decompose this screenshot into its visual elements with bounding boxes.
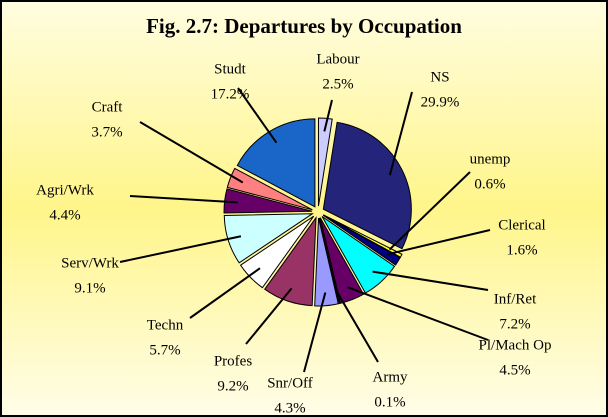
slice-value-label: 4.4% <box>49 207 80 223</box>
pie-slice <box>314 217 339 307</box>
slice-label: Techn <box>147 317 184 333</box>
pie-slice <box>317 117 333 207</box>
slice-label: Profes <box>214 353 252 369</box>
slice-label: NS <box>430 69 449 85</box>
leader-line <box>323 99 333 132</box>
slice-value-label: 5.7% <box>149 342 180 358</box>
slice-value-label: 4.5% <box>499 362 530 378</box>
leader-line <box>119 235 242 263</box>
slice-label: Inf/Ret <box>494 291 537 307</box>
slice-label: Snr/Off <box>267 375 313 391</box>
slice-label: Labour <box>316 51 359 67</box>
slice-label: Craft <box>92 99 124 115</box>
slice-value-label: 2.5% <box>322 76 353 92</box>
slice-value-label: 0.1% <box>374 394 405 410</box>
slice-value-label: 9.2% <box>217 378 248 394</box>
leader-line <box>189 267 261 319</box>
slice-label: Studt <box>214 61 247 77</box>
leader-line <box>372 270 489 291</box>
slice-label: Pl/Mach Op <box>479 337 552 353</box>
leader-line <box>237 87 278 144</box>
slice-value-label: 29.9% <box>421 94 460 110</box>
slice-label: Agri/Wrk <box>36 182 94 198</box>
chart-title: Fig. 2.7: Departures by Occupation <box>146 14 462 38</box>
slice-value-label: 0.6% <box>474 176 505 192</box>
leader-line <box>129 195 238 204</box>
leader-line <box>386 229 491 256</box>
leader-line <box>388 171 471 251</box>
leader-line <box>303 292 327 373</box>
slice-label: unemp <box>470 151 511 167</box>
leader-line <box>245 287 293 345</box>
pie-slice <box>264 216 317 307</box>
slice-value-label: 4.3% <box>274 400 305 416</box>
slice-value-label: 9.1% <box>74 280 105 296</box>
slice-label: Army <box>373 369 408 385</box>
pie-slice <box>318 217 341 305</box>
slice-value-label: 17.2% <box>211 86 250 102</box>
slice-value-label: 1.6% <box>506 242 537 258</box>
pie-slice <box>226 167 313 211</box>
leader-line <box>335 290 379 363</box>
pie-slice <box>223 213 314 264</box>
slice-value-label: 7.2% <box>499 316 530 332</box>
slice-label: Serv/Wrk <box>61 255 119 271</box>
slice-label: Clerical <box>498 217 545 233</box>
leader-line <box>388 91 413 176</box>
slice-value-label: 3.7% <box>91 124 122 140</box>
leader-line <box>347 286 489 341</box>
pie-slice <box>322 214 401 266</box>
leader-line <box>139 121 244 184</box>
